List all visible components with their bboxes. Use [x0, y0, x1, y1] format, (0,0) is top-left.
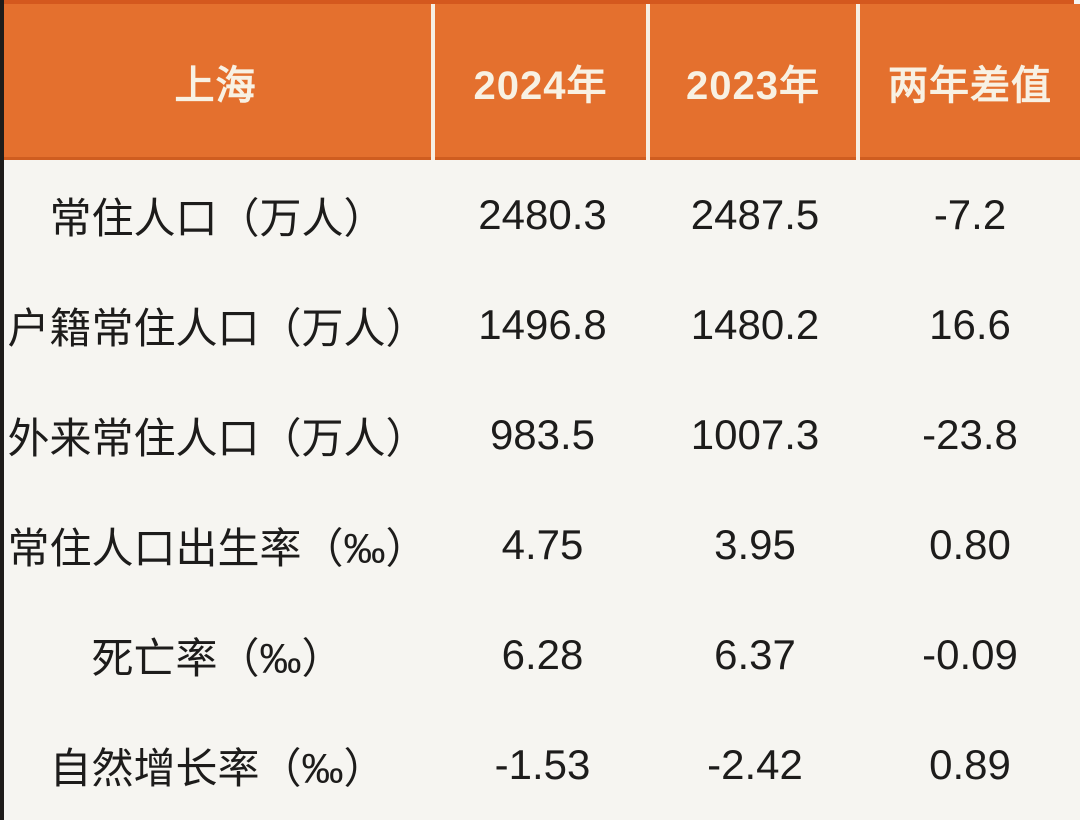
photo-edge-line — [0, 0, 4, 820]
value-diff: 0.89 — [929, 741, 1011, 788]
table-row-birth-rate: 常住人口出生率（‰） 4.75 3.95 0.80 — [0, 490, 1080, 600]
value-2024: 6.28 — [501, 631, 584, 678]
value-2023: 6.37 — [714, 631, 796, 678]
table-row-resident-population: 常住人口（万人） 2480.3 2487.5 -7.2 — [0, 160, 1080, 270]
value-2024: 4.75 — [501, 521, 584, 568]
value-2024: 1496.8 — [478, 301, 607, 348]
row-label: 自然增长率（‰） — [49, 744, 386, 792]
value-2023: -2.42 — [707, 741, 803, 788]
value-diff: -0.09 — [922, 631, 1018, 678]
table-row-death-rate: 死亡率（‰） 6.28 6.37 -0.09 — [0, 600, 1080, 710]
value-diff: -7.2 — [933, 191, 1007, 238]
header-cell-2024: 2024年 — [435, 4, 650, 160]
row-label: 户籍常住人口（万人） — [7, 304, 428, 352]
row-label: 常住人口（万人） — [49, 194, 386, 242]
value-2024: -1.53 — [494, 741, 591, 788]
value-2024: 2480.3 — [478, 191, 607, 238]
table-row-registered-population: 户籍常住人口（万人） 1496.8 1480.2 16.6 — [0, 270, 1080, 380]
row-label: 常住人口出生率（‰） — [7, 524, 428, 572]
value-2023: 1007.3 — [690, 411, 820, 458]
value-2024: 983.5 — [489, 411, 596, 458]
header-cell-diff: 两年差值 — [860, 4, 1080, 160]
row-label: 外来常住人口（万人） — [7, 414, 428, 462]
table-row-migrant-population: 外来常住人口（万人） 983.5 1007.3 -23.8 — [0, 380, 1080, 490]
value-diff: -23.8 — [922, 411, 1018, 458]
value-2023: 1480.2 — [690, 301, 820, 348]
table-body: 常住人口（万人） 2480.3 2487.5 -7.2 户籍常住人口（万人） 1… — [0, 160, 1080, 820]
header-cell-2023: 2023年 — [650, 4, 860, 160]
value-2023: 3.95 — [714, 521, 796, 568]
value-diff: 0.80 — [929, 521, 1011, 568]
value-2023: 2487.5 — [690, 191, 820, 238]
value-diff: 16.6 — [929, 301, 1011, 348]
row-label: 死亡率（‰） — [91, 634, 344, 682]
header-cell-region: 上海 — [0, 4, 435, 160]
table-header-row: 上海 2024年 2023年 两年差值 — [0, 0, 1080, 160]
table-row-natural-growth-rate: 自然增长率（‰） -1.53 -2.42 0.89 — [0, 710, 1080, 820]
